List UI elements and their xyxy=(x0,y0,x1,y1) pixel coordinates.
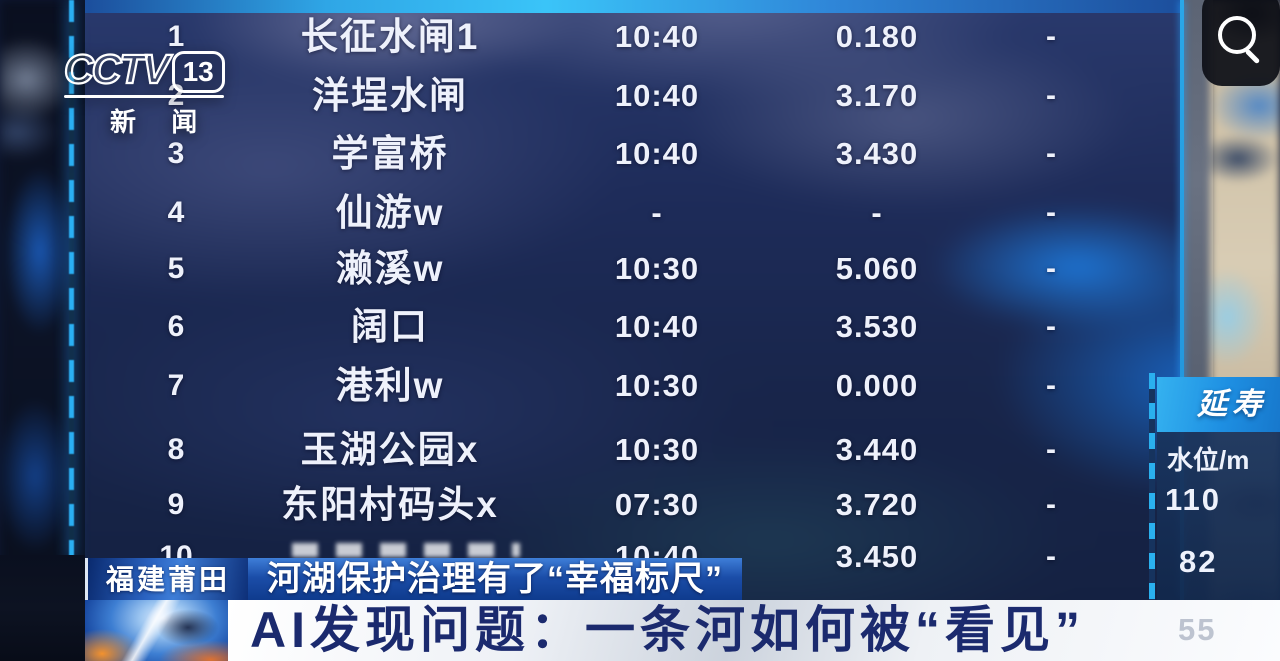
extra-dash: - xyxy=(1046,137,1056,170)
logo-subtitle: 新 闻 xyxy=(110,107,212,137)
water-level: 0.180 xyxy=(835,19,919,54)
search-button[interactable] xyxy=(1202,0,1280,86)
table-row: 4 仙游w - - - xyxy=(85,184,1183,242)
row-number: 5 xyxy=(167,252,185,285)
search-icon xyxy=(1218,16,1256,54)
station-name: 长征水闸1 xyxy=(300,16,480,57)
extra-dash: - xyxy=(1046,488,1056,521)
extra-dash: - xyxy=(1046,310,1056,343)
news-headline-banner: AI发现问题：一条河如何被“看见” xyxy=(228,600,1280,661)
row-number: 4 xyxy=(167,196,185,229)
extra-dash: - xyxy=(1046,369,1056,402)
logo-underline xyxy=(64,95,224,98)
extra-dash: - xyxy=(1046,196,1056,229)
reading-time: 10:30 xyxy=(614,251,700,286)
channel-number-badge: 13 xyxy=(171,50,225,93)
reading-time: 10:40 xyxy=(614,78,700,113)
station-name: 东阳村码头x xyxy=(281,484,499,525)
station-name: 学富桥 xyxy=(331,133,449,174)
row-number: 1 xyxy=(167,20,185,53)
left-accent-line xyxy=(69,0,74,560)
station-name: 阔口 xyxy=(351,306,429,347)
station-name: 洋埕水闸 xyxy=(312,75,468,116)
panel-top-bar xyxy=(85,0,1183,13)
row-number: 6 xyxy=(167,310,185,343)
news-subtitle-banner: 河湖保护治理有了“幸福标尺” xyxy=(248,558,742,601)
search-icon-handle xyxy=(1244,48,1261,65)
water-level: 3.170 xyxy=(835,78,919,113)
location-tag: 福建莆田 xyxy=(85,558,248,601)
water-level: 3.720 xyxy=(835,487,919,522)
table-row: 6 阔口 10:40 3.530 - xyxy=(85,298,1183,356)
table-row: 9 东阳村码头x 07:30 3.720 - xyxy=(85,476,1183,534)
reading-time: 10:40 xyxy=(614,19,700,54)
water-level-value-3: 55 xyxy=(1178,612,1217,647)
water-level: - xyxy=(871,195,883,230)
water-level: 3.430 xyxy=(835,136,919,171)
extra-dash: - xyxy=(1046,433,1056,466)
station-name: 仙游w xyxy=(335,192,445,233)
row-number: 8 xyxy=(167,433,185,466)
globe-logo xyxy=(85,600,228,661)
reading-time: 10:30 xyxy=(614,432,700,467)
station-name: 玉湖公园x xyxy=(300,429,480,470)
extra-dash: - xyxy=(1046,540,1056,573)
reading-time: 10:40 xyxy=(614,136,700,171)
water-level-value-2: 82 xyxy=(1179,544,1218,579)
water-level: 3.530 xyxy=(835,309,919,344)
panel-divider-line xyxy=(1180,0,1184,600)
table-row: 2 洋埕水闸 10:40 3.170 - xyxy=(85,67,1183,125)
extra-dash: - xyxy=(1046,252,1056,285)
station-name-header: 延寿 xyxy=(1157,377,1280,432)
table-row: 1 长征水闸1 10:40 0.180 - xyxy=(85,8,1183,66)
water-level: 0.000 xyxy=(835,368,919,403)
row-number: 3 xyxy=(167,137,185,170)
reading-time: 07:30 xyxy=(614,487,700,522)
reading-time: - xyxy=(651,195,663,230)
extra-dash: - xyxy=(1046,79,1056,112)
reading-time: 10:40 xyxy=(614,309,700,344)
water-level: 3.450 xyxy=(835,539,919,574)
station-detail-body: 水位/m 110 82 xyxy=(1157,432,1280,600)
water-level: 5.060 xyxy=(835,251,919,286)
cctv-wordmark: CCTV xyxy=(63,45,171,93)
table-row: 5 濑溪w 10:30 5.060 - xyxy=(85,240,1183,298)
bottom-left-background xyxy=(0,555,85,661)
water-monitoring-panel: 1 长征水闸1 10:40 0.180 - 2 洋埕水闸 10:40 3.170… xyxy=(85,0,1183,661)
panel-scrollbar[interactable] xyxy=(1149,373,1155,600)
extra-dash: - xyxy=(1046,20,1056,53)
panel-background xyxy=(85,0,1183,661)
table-row: 7 港利w 10:30 0.000 - xyxy=(85,357,1183,415)
row-number: 9 xyxy=(167,488,185,521)
reading-time: 10:30 xyxy=(614,368,700,403)
water-level-value-1: 110 xyxy=(1165,482,1222,517)
station-name: 濑溪w xyxy=(335,248,445,289)
row-number: 7 xyxy=(167,369,185,402)
water-level-label: 水位/m xyxy=(1167,445,1250,475)
station-detail-panel: 延寿 水位/m 110 82 xyxy=(1157,377,1280,600)
station-name: 港利w xyxy=(335,365,445,406)
water-level: 3.440 xyxy=(835,432,919,467)
clipped-row-name-artifact xyxy=(292,543,520,557)
table-row: 8 玉湖公园x 10:30 3.440 - xyxy=(85,421,1183,479)
cctv-13-logo: CCTV 13 新 闻 xyxy=(63,45,225,139)
table-row: 3 学富桥 10:40 3.430 - xyxy=(85,125,1183,183)
